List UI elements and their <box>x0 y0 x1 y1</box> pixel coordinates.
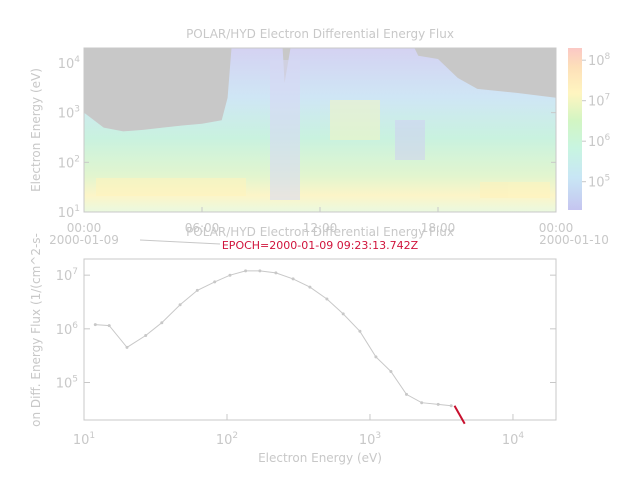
spectrum-point <box>436 402 440 406</box>
spectrum-point <box>244 269 248 273</box>
spectrum-point <box>389 370 393 373</box>
spectrum-line <box>95 270 452 407</box>
spectrum-point <box>258 269 262 273</box>
spectrum-y-tick-label: 107 <box>56 267 78 284</box>
spectrum-points <box>93 269 453 408</box>
spectrogram-title: POLAR/HYD Electron Differential Energy F… <box>186 27 454 41</box>
spectrum-y-label: on Diff. Energy Flux (1/(cm^2-s- <box>29 233 43 427</box>
spectrogram-y-ticks: 101 102 103 104 <box>58 55 556 221</box>
spectrum-point <box>308 285 312 289</box>
spectrogram-y-tick-label: 104 <box>58 55 81 72</box>
spectrum-point <box>374 355 378 359</box>
spectrum-x-tick-label: 103 <box>359 431 381 448</box>
spectrum-point <box>341 312 345 316</box>
colorbar-tick-label: 106 <box>588 133 611 150</box>
spectrum-point <box>195 288 199 292</box>
spectrum-y-tick-label: 106 <box>56 321 79 338</box>
spectrogram-x-tick-label: 00:00 <box>67 221 102 235</box>
spectrum-point <box>125 345 129 349</box>
spectrogram-missing-data <box>84 48 556 132</box>
spectrum-y-ticks: 105 106 107 <box>56 267 556 391</box>
colorbar-tick-label: 108 <box>588 52 611 69</box>
spectrum-point <box>405 392 408 396</box>
spectrum-title: POLAR/HYD Electron Differential Energy F… <box>186 225 454 239</box>
spectrum-point <box>107 324 111 328</box>
spectrum-x-label: Electron Energy (eV) <box>258 451 382 465</box>
spectrum-highlight-segment <box>453 405 466 425</box>
spectrum-x-tick-label: 104 <box>502 431 525 448</box>
spectrum-point <box>93 323 97 327</box>
spectrum-point <box>291 277 295 281</box>
spectrum-point <box>274 271 278 275</box>
spectrogram-features <box>96 60 550 200</box>
date-end-label: 2000-01-10 <box>539 233 609 247</box>
epoch-pointer <box>139 239 221 245</box>
spectrogram-x-ticks: 00:00 06:00 12:00 18:00 00:00 <box>67 207 574 235</box>
spectrogram-y-label: Electron Energy (eV) <box>29 68 43 192</box>
spectrum-point <box>358 329 362 333</box>
spectrum-point <box>178 303 182 307</box>
spectrum-point <box>144 334 148 337</box>
spectrum-point <box>449 404 453 408</box>
spectrum-y-tick-label: 105 <box>56 374 78 391</box>
date-start-label: 2000-01-09 <box>49 233 119 247</box>
spectrum-frame <box>83 258 557 421</box>
spectrum-x-ticks: 101 102 103 104 <box>73 414 525 448</box>
spectrogram-x-tick-label: 18:00 <box>421 221 456 235</box>
spectrogram-x-tick-label: 06:00 <box>185 221 220 235</box>
spectrum-x-tick-label: 101 <box>73 431 95 448</box>
spectrum-point <box>228 273 232 277</box>
spectrum-point <box>420 401 424 405</box>
colorbar <box>568 48 582 210</box>
spectrogram-y-tick-label: 102 <box>58 154 80 171</box>
colorbar-tick-label: 107 <box>588 93 610 110</box>
spectrum-point <box>213 280 217 284</box>
spectrum-point <box>325 297 329 301</box>
spectrum-x-tick-label: 102 <box>216 431 238 448</box>
spectrogram-y-tick-label: 101 <box>58 204 80 221</box>
spectrogram-x-tick-label: 12:00 <box>303 221 338 235</box>
colorbar-ticks: 105 106 107 108 <box>582 52 611 191</box>
colorbar-tick-label: 105 <box>588 174 610 191</box>
spectrogram-x-tick-label: 00:00 <box>539 221 574 235</box>
epoch-label: EPOCH=2000-01-09 09:23:13.742Z <box>222 239 419 252</box>
spectrogram-y-tick-label: 103 <box>58 105 80 122</box>
spectrum-point <box>160 321 164 325</box>
